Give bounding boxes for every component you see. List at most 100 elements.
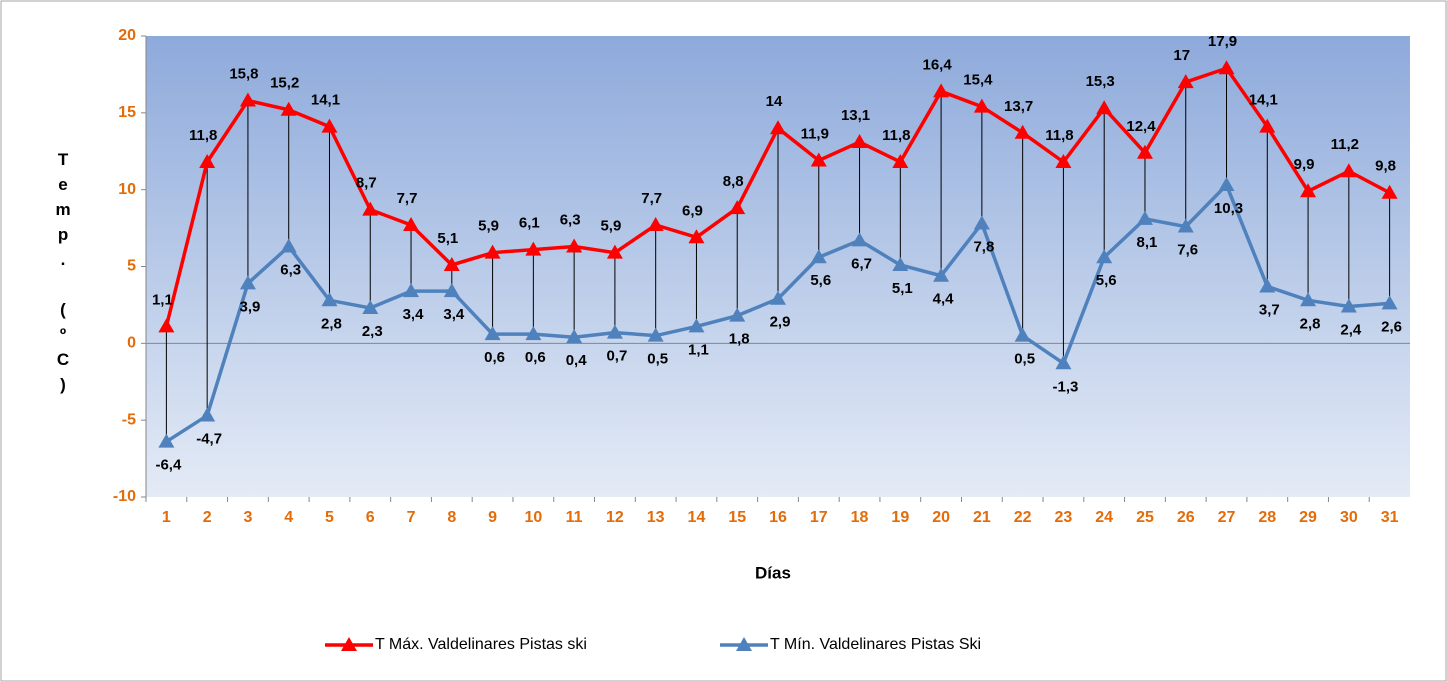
data-label: 3,9: [240, 298, 261, 315]
data-label: 5,6: [1096, 272, 1117, 289]
x-tick-label: 8: [447, 509, 456, 526]
marker: [1136, 144, 1153, 159]
marker: [158, 433, 175, 448]
data-label: -1,3: [1052, 378, 1078, 395]
data-label: 16,4: [922, 56, 952, 73]
legend-marker: [341, 637, 357, 651]
marker: [606, 324, 623, 339]
marker: [810, 249, 827, 264]
x-tick-label: 4: [284, 509, 293, 526]
marker: [1340, 298, 1357, 313]
marker: [688, 229, 705, 244]
data-label: 15,3: [1086, 73, 1115, 90]
x-tick-label: 7: [407, 509, 416, 526]
y-axis-label: Temp. (ºC): [54, 150, 73, 400]
x-tick-label: 30: [1340, 509, 1358, 526]
data-label: 14,1: [1249, 92, 1278, 109]
data-label: 7,6: [1177, 242, 1198, 259]
marker: [892, 154, 909, 169]
marker: [403, 283, 420, 298]
marker: [933, 267, 950, 282]
marker: [1300, 183, 1317, 198]
data-label: -4,7: [196, 431, 222, 448]
marker: [443, 283, 460, 298]
data-label: 1,1: [152, 291, 173, 308]
marker: [321, 118, 338, 133]
marker: [199, 407, 216, 422]
x-tick-label: 11: [566, 509, 583, 526]
marker: [729, 200, 746, 215]
marker: [770, 120, 786, 135]
marker: [851, 232, 868, 247]
marker: [1096, 100, 1113, 115]
data-label: 15,2: [270, 75, 299, 92]
data-label: 1,1: [688, 341, 709, 358]
marker: [647, 327, 664, 342]
x-tick-label: 23: [1055, 509, 1073, 526]
marker: [1014, 327, 1031, 342]
data-label: 0,5: [1014, 351, 1035, 368]
data-label: 5,9: [600, 218, 621, 235]
x-tick-label: 25: [1136, 509, 1154, 526]
data-label: 17: [1173, 47, 1190, 64]
data-label: 5,6: [810, 272, 831, 289]
x-tick-label: 2: [203, 509, 212, 526]
data-label: 7,8: [973, 238, 994, 255]
data-label: 2,9: [770, 314, 791, 331]
data-label: -6,4: [155, 457, 182, 474]
y-tick-label: -5: [122, 411, 136, 428]
marker: [810, 152, 827, 167]
marker: [199, 154, 216, 169]
marker: [1014, 124, 1031, 139]
y-tick-label: -10: [113, 488, 136, 505]
marker: [973, 98, 990, 113]
data-label: 14,1: [311, 92, 340, 109]
data-label: 4,4: [933, 291, 955, 308]
marker: [484, 244, 501, 259]
marker: [1136, 210, 1153, 225]
data-label: 6,3: [280, 261, 301, 278]
data-label: 6,3: [560, 211, 581, 228]
marker: [239, 275, 256, 290]
y-tick-label: 5: [127, 258, 136, 275]
x-tick-label: 17: [810, 509, 828, 526]
data-label: 8,8: [723, 173, 744, 190]
marker: [892, 256, 909, 271]
x-tick-label: 12: [606, 509, 624, 526]
marker: [566, 238, 583, 253]
marker: [362, 299, 379, 314]
x-tick-label: 27: [1218, 509, 1236, 526]
x-tick-label: 14: [688, 509, 706, 526]
marker: [525, 241, 542, 256]
data-label: 5,1: [892, 280, 913, 297]
marker: [1177, 74, 1194, 89]
x-tick-label: 21: [973, 509, 991, 526]
x-tick-label: 9: [488, 509, 497, 526]
marker: [239, 92, 256, 107]
x-tick-label: 24: [1095, 509, 1113, 526]
legend-label: T Mín. Valdelinares Pistas Ski: [770, 636, 981, 653]
data-label: 6,1: [519, 215, 540, 232]
data-label: 0,5: [647, 351, 668, 368]
data-label: 0,6: [525, 349, 546, 366]
data-label: 9,8: [1375, 158, 1396, 175]
data-label: 6,7: [851, 255, 872, 272]
marker: [280, 101, 297, 116]
marker: [1055, 355, 1072, 370]
data-label: 0,7: [606, 348, 627, 365]
y-tick-label: 10: [118, 181, 136, 198]
data-label: 0,6: [484, 349, 505, 366]
marker: [688, 318, 705, 333]
data-label: 2,3: [362, 323, 383, 340]
x-tick-label: 16: [769, 509, 787, 526]
data-label: 0,4: [566, 352, 588, 369]
data-label: 14: [766, 93, 783, 110]
data-label: 11,8: [1045, 127, 1073, 144]
marker: [1300, 292, 1317, 307]
marker: [321, 292, 338, 307]
data-label: 3,7: [1259, 301, 1280, 318]
data-label: 9,9: [1294, 156, 1315, 173]
marker: [1381, 295, 1398, 310]
marker: [362, 201, 379, 216]
x-tick-label: 1: [162, 509, 171, 526]
